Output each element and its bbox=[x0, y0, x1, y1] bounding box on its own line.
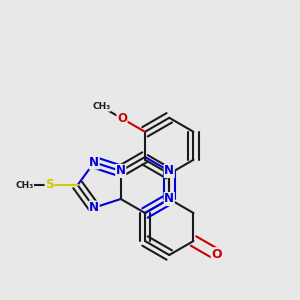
Text: N: N bbox=[164, 193, 174, 206]
Text: N: N bbox=[89, 201, 99, 214]
Text: N: N bbox=[89, 156, 99, 169]
Text: CH₃: CH₃ bbox=[15, 181, 34, 190]
Text: N: N bbox=[116, 164, 126, 178]
Text: CH₃: CH₃ bbox=[92, 102, 110, 111]
Text: O: O bbox=[211, 248, 222, 261]
Text: N: N bbox=[164, 164, 174, 178]
Text: O: O bbox=[117, 112, 127, 125]
Text: S: S bbox=[45, 178, 54, 191]
